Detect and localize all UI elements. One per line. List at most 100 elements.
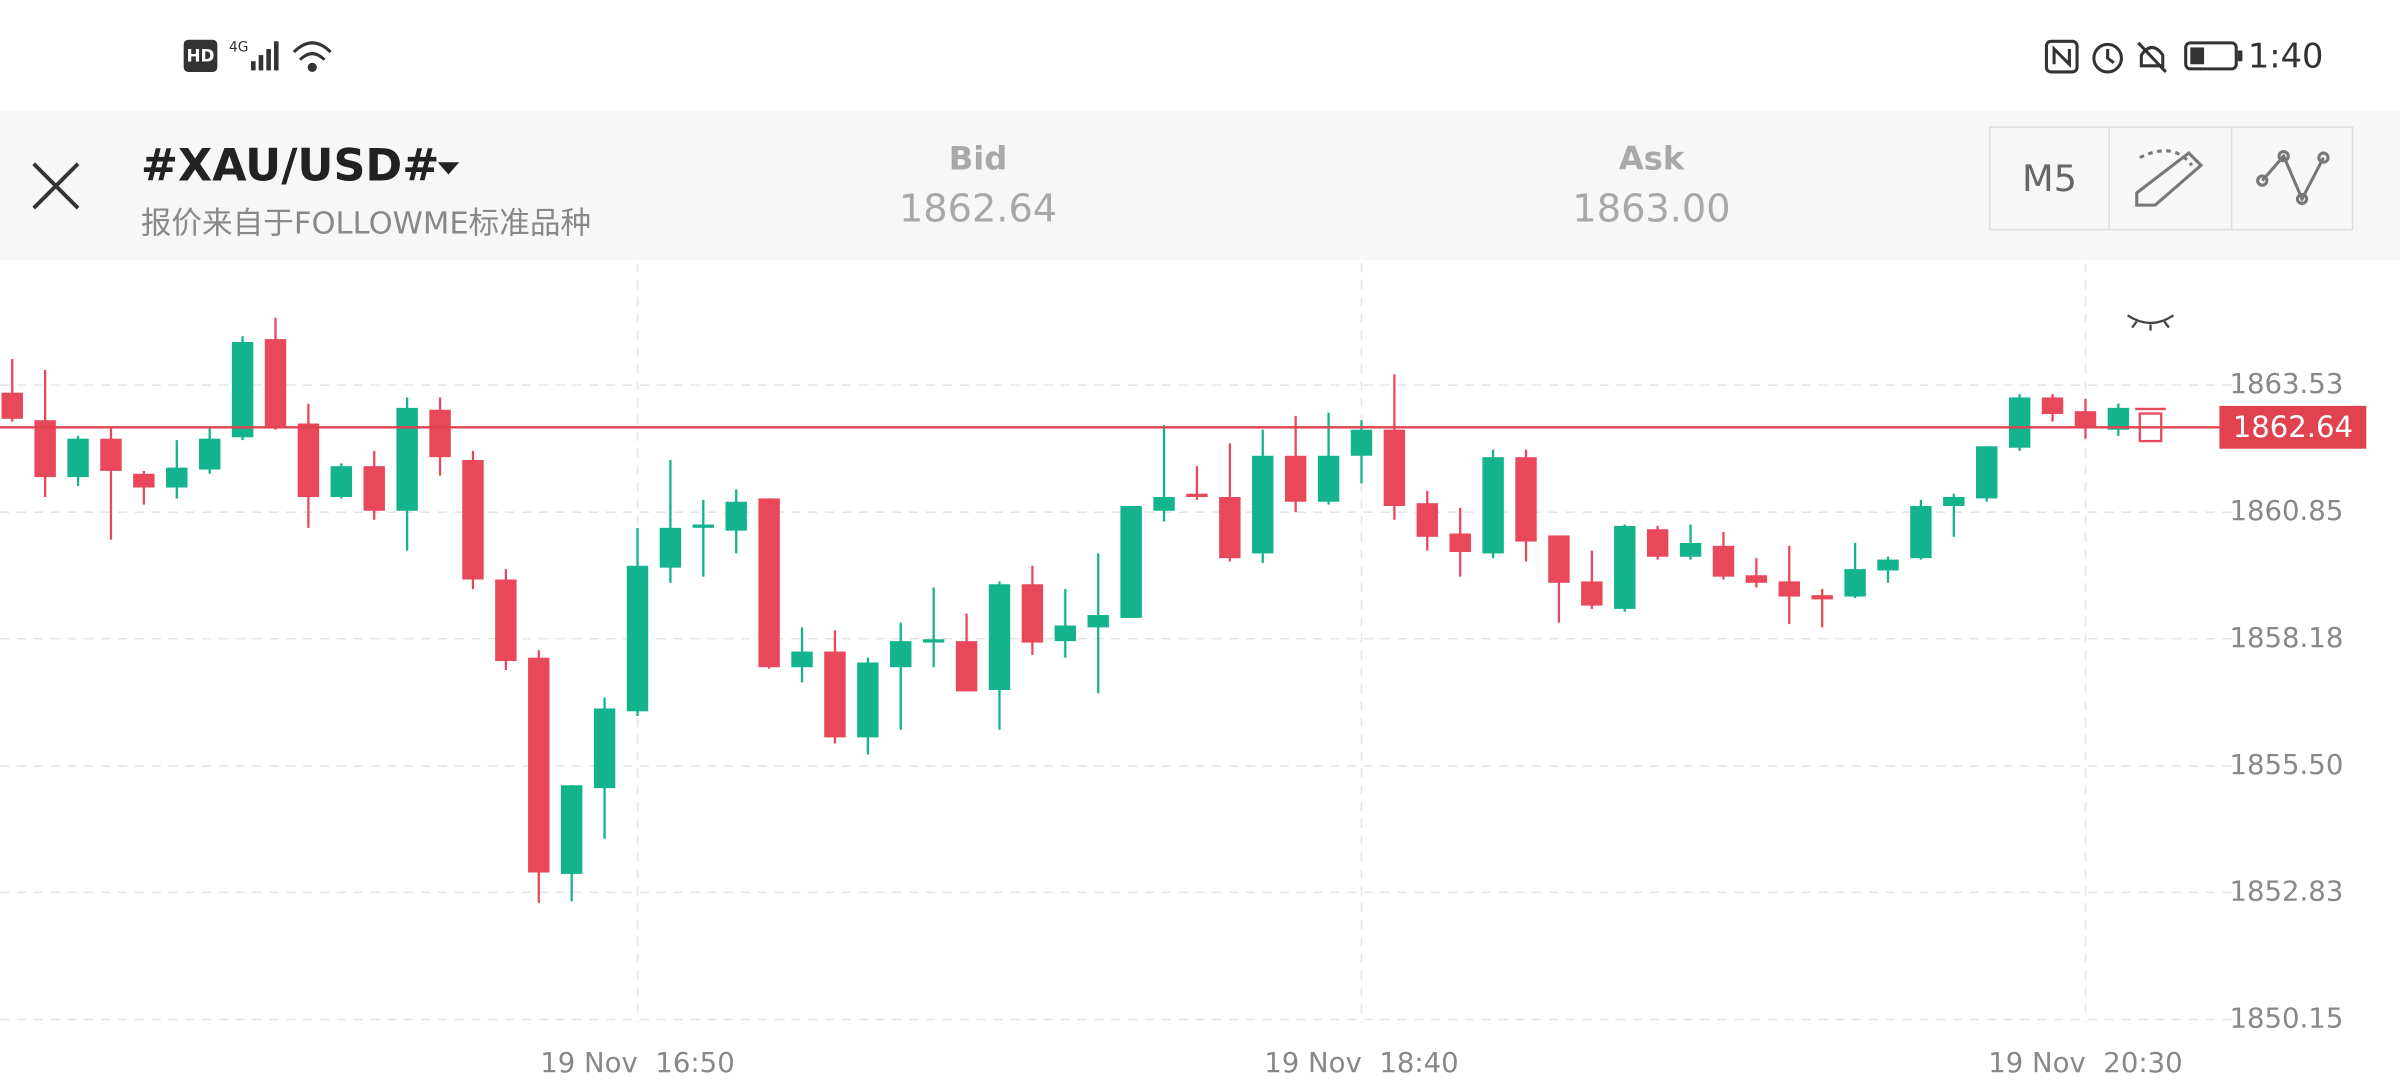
candle-body — [2074, 411, 2097, 428]
trash-body — [2138, 412, 2163, 443]
timeframe-button[interactable]: M5 — [2022, 157, 2077, 200]
x-tick-label: 19 Nov 20:30 — [1988, 1047, 2182, 1079]
y-tick-label: 1863.53 — [2229, 368, 2343, 400]
candle-body — [1976, 446, 1998, 499]
candle-body — [34, 420, 56, 478]
bid-label: Bid — [949, 140, 1008, 178]
candle-body — [1877, 559, 1899, 571]
candle-body — [1745, 575, 1768, 583]
candle-body — [791, 651, 813, 668]
candle-body — [2008, 397, 2031, 448]
candle-body — [1581, 581, 1603, 606]
hide-icon[interactable] — [2126, 314, 2175, 331]
candle-body — [2041, 397, 2064, 415]
current-price-tag — [2219, 405, 2367, 449]
candle-body — [659, 527, 682, 568]
clock: 1:40 — [2248, 37, 2324, 76]
battery-icon — [2184, 41, 2243, 71]
candle-body — [1646, 529, 1669, 557]
candle-body — [1054, 625, 1077, 642]
y-tick-label: 1858.18 — [2229, 622, 2343, 654]
mute-icon — [2137, 41, 2167, 73]
candle-body — [330, 466, 353, 498]
x-tick-label: 19 Nov 18:40 — [1264, 1047, 1458, 1079]
candle-body — [890, 641, 912, 668]
wifi-icon — [292, 41, 332, 72]
signal-icon — [251, 41, 279, 71]
network-type: 4G — [229, 39, 248, 55]
candle-body — [988, 584, 1011, 690]
candle-body — [1416, 503, 1439, 537]
candle-body — [264, 339, 287, 427]
candle-body — [1910, 506, 1932, 559]
close-button[interactable] — [32, 162, 80, 210]
candle-body — [198, 438, 221, 470]
candle-body — [1811, 595, 1833, 600]
candle-body — [857, 662, 879, 738]
candle-body — [231, 341, 254, 438]
ask-value: 1863.00 — [1572, 187, 1730, 232]
candle-body — [1383, 429, 1406, 507]
candle-body — [1844, 569, 1866, 597]
hd-text: HD — [186, 46, 214, 66]
candle-body — [1120, 506, 1142, 618]
candle-body — [1614, 525, 1636, 609]
status-bar — [0, 0, 2400, 111]
candle-body — [67, 438, 89, 478]
candle-body — [1515, 457, 1537, 542]
candle-body — [824, 651, 846, 738]
candle-body — [922, 639, 945, 643]
candle-body — [495, 579, 517, 662]
candle-body — [1482, 457, 1504, 554]
candle-body — [692, 524, 715, 528]
y-tick-label: 1860.85 — [2229, 495, 2343, 527]
current-price-label: 1862.64 — [2233, 410, 2353, 444]
ask-label: Ask — [1619, 140, 1685, 178]
indicator-button[interactable] — [2256, 150, 2330, 206]
candle-body — [560, 785, 583, 874]
alarm-icon — [2092, 42, 2123, 74]
delete-line-icon[interactable] — [2135, 407, 2166, 443]
candle-body — [1219, 497, 1241, 559]
candle-body — [1153, 497, 1175, 511]
candle-body — [955, 641, 978, 692]
candle-body — [528, 657, 550, 873]
candle-body — [1712, 545, 1735, 577]
candle-body — [1943, 497, 1965, 507]
candle-body — [166, 467, 188, 488]
y-tick-label: 1855.50 — [2229, 749, 2343, 781]
draw-button[interactable] — [2135, 149, 2204, 207]
candle-body — [1284, 455, 1307, 502]
candle-body — [133, 473, 155, 488]
candle-body — [1679, 542, 1702, 557]
candle-body — [1087, 615, 1109, 628]
candle-body — [593, 708, 616, 789]
candle-body — [1021, 584, 1044, 643]
candle-body — [297, 423, 320, 498]
hd-badge — [183, 39, 218, 72]
symbol[interactable]: #XAU/USD# — [141, 140, 440, 191]
candle-body — [626, 565, 649, 712]
x-tick-label: 19 Nov 16:50 — [540, 1047, 734, 1079]
candle-body — [1, 392, 23, 419]
candle-body — [1252, 455, 1274, 554]
candle-body — [396, 407, 418, 511]
nfc-icon — [2044, 39, 2079, 74]
bid-value: 1862.64 — [899, 187, 1057, 232]
candle-body — [1548, 535, 1570, 583]
subtitle: 报价来自于FOLLOWME标准品种 — [141, 207, 591, 242]
symbol-dropdown[interactable] — [437, 162, 460, 175]
candle-body — [1778, 581, 1800, 597]
candle-body — [1350, 429, 1373, 456]
candle-body — [1186, 493, 1208, 498]
candle-body — [429, 409, 451, 458]
candle-body — [462, 460, 484, 580]
chart: 1850.15 1852.83 1855.50 1858.18 1860.85 1863.… — [0, 263, 2367, 1079]
candle-body — [758, 498, 780, 668]
candle-body — [2107, 407, 2130, 430]
candle-body — [100, 438, 122, 471]
candle-body — [725, 501, 747, 531]
y-tick-label: 1850.15 — [2229, 1002, 2343, 1034]
